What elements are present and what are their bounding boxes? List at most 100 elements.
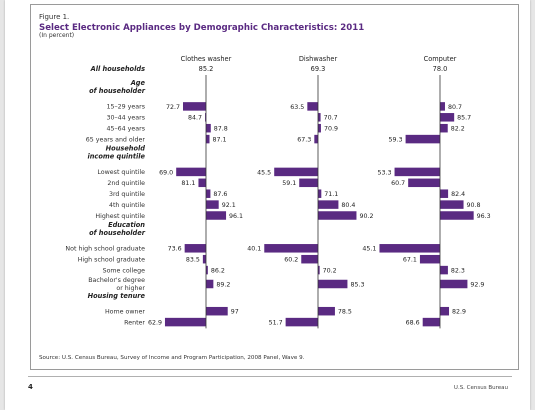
chart-title: Select Electronic Appliances by Demograp…	[39, 23, 364, 33]
value-label: 80.4	[341, 202, 355, 209]
bar-computer	[419, 254, 440, 264]
value-label: 70.9	[324, 126, 338, 133]
group-heading-1: of householder	[89, 87, 146, 95]
bar-computer	[440, 306, 450, 316]
bar-computer	[440, 265, 448, 275]
chart: Figure 1. Select Electronic Appliances by…	[39, 13, 491, 361]
value-label: 63.5	[290, 104, 304, 111]
row-label: or higher	[116, 285, 145, 292]
value-label: 82.4	[451, 191, 465, 198]
value-label: 96.1	[229, 213, 243, 220]
panel-baseline-label-1: 85.2	[199, 65, 214, 73]
document-page: Figure 1. Select Electronic Appliances by…	[5, 0, 530, 410]
bar-dishwasher	[318, 279, 348, 289]
value-label: 59.1	[282, 180, 296, 187]
bar-clothes-washer	[206, 200, 219, 209]
panel-baseline-label-3: 78.0	[433, 65, 448, 73]
bar-clothes-washer	[206, 189, 211, 198]
value-label: 45.5	[257, 169, 271, 176]
group-heading-3: Education	[108, 221, 145, 229]
bar-dishwasher	[314, 134, 318, 144]
value-label: 51.7	[269, 320, 283, 327]
overall-row-label: All households	[90, 65, 145, 73]
bar-computer	[440, 189, 449, 198]
bar-computer	[440, 279, 468, 289]
page-number: 4	[28, 383, 33, 391]
bar-computer	[394, 167, 440, 177]
value-label: 96.3	[477, 213, 491, 220]
row-label: Home owner	[105, 309, 145, 316]
value-label: 82.3	[451, 268, 465, 275]
panel-title-3: Computer	[424, 55, 457, 63]
bar-clothes-washer	[176, 167, 206, 177]
row-label: High school graduate	[78, 257, 145, 264]
value-label: 68.6	[406, 320, 420, 327]
bar-computer	[440, 200, 464, 209]
value-label: 85.3	[350, 281, 364, 288]
bar-computer	[422, 317, 440, 327]
row-label: Bachelor's degree	[88, 277, 145, 284]
value-label: 60.7	[391, 180, 405, 187]
row-label: 15–29 years	[106, 104, 145, 111]
group-heading-1: Age	[130, 79, 146, 87]
bar-computer	[408, 178, 440, 188]
bar-dishwasher	[318, 113, 321, 122]
bar-clothes-washer	[206, 211, 227, 220]
bar-dishwasher	[318, 306, 335, 316]
chart-subtitle: (In percent)	[39, 32, 74, 39]
bar-clothes-washer	[184, 244, 206, 253]
value-label: 85.7	[457, 115, 471, 122]
value-label: 87.1	[213, 137, 227, 144]
row-label: Lowest quintile	[97, 169, 145, 176]
value-label: 82.9	[452, 309, 466, 316]
value-label: 92.9	[470, 281, 484, 288]
publisher-footer: U.S. Census Bureau	[453, 385, 508, 391]
bar-dishwasher	[285, 317, 318, 327]
bar-computer	[440, 211, 474, 220]
figure-box: Figure 1. Select Electronic Appliances by…	[30, 4, 519, 370]
value-label: 72.7	[166, 104, 180, 111]
value-label: 90.8	[467, 202, 481, 209]
value-label: 73.6	[168, 246, 182, 253]
value-label: 69.0	[159, 169, 173, 176]
bar-clothes-washer	[206, 306, 228, 316]
bar-computer	[405, 134, 440, 144]
row-label: Some college	[103, 267, 146, 274]
value-label: 83.5	[186, 257, 200, 264]
value-label: 70.2	[323, 268, 337, 275]
row-label: 65 years and older	[86, 136, 146, 143]
bar-clothes-washer	[206, 134, 210, 144]
value-label: 62.9	[148, 320, 162, 327]
value-label: 67.1	[403, 257, 417, 264]
group-heading-2: income quintile	[87, 153, 145, 161]
bar-clothes-washer	[206, 265, 208, 275]
value-label: 59.3	[389, 137, 403, 144]
panel-title-2: Dishwasher	[299, 55, 338, 63]
bar-clothes-washer	[198, 178, 206, 188]
bar-clothes-washer	[164, 317, 206, 327]
bar-dishwasher	[264, 244, 318, 253]
value-label: 71.1	[324, 191, 338, 198]
source-note: Source: U.S. Census Bureau, Survey of In…	[39, 355, 305, 361]
bar-clothes-washer	[183, 102, 206, 111]
bar-computer	[440, 123, 448, 133]
bar-dishwasher	[318, 123, 321, 133]
value-label: 40.1	[247, 246, 261, 253]
bar-clothes-washer	[205, 113, 206, 122]
bar-dishwasher	[301, 254, 318, 264]
bar-computer	[379, 244, 440, 253]
value-label: 67.3	[297, 137, 311, 144]
bar-dishwasher	[299, 178, 318, 188]
value-label: 80.7	[448, 104, 462, 111]
bar-dishwasher	[318, 189, 322, 198]
figure-label: Figure 1.	[39, 13, 69, 21]
group-heading-2: Household	[106, 145, 146, 153]
value-label: 92.1	[222, 202, 236, 209]
value-label: 60.2	[284, 257, 298, 264]
row-label: 30–44 years	[106, 115, 145, 122]
row-label: 4th quintile	[109, 202, 145, 209]
value-label: 70.7	[324, 115, 338, 122]
bar-dishwasher	[307, 102, 318, 111]
row-label: 45–64 years	[106, 126, 145, 133]
group-heading-3: of householder	[89, 229, 146, 237]
